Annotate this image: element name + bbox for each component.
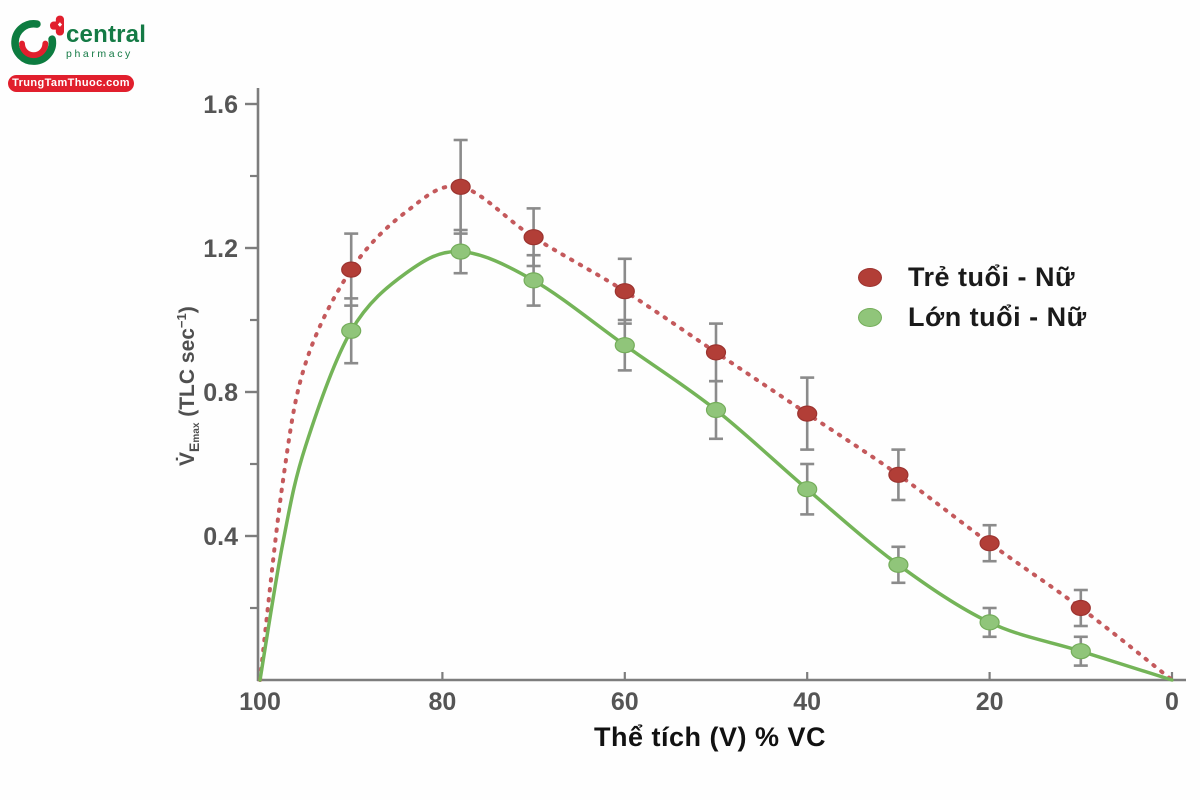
legend-label-young-women: Trẻ tuổi - Nữ (908, 262, 1076, 292)
data-point-marker (797, 481, 818, 498)
x-tick-label: 80 (428, 688, 456, 716)
y-tick-label: 1.6 (203, 91, 238, 119)
data-point-marker (888, 466, 909, 483)
older-women-curve (258, 249, 1174, 682)
x-tick-label: 20 (976, 688, 1004, 716)
data-point-marker (450, 243, 471, 260)
central-pharmacy-c-plus-icon (8, 12, 70, 71)
legend-dot-green-icon (858, 308, 882, 327)
data-point-marker (705, 344, 727, 361)
x-tick-label: 60 (611, 688, 639, 716)
legend-label-older-women: Lớn tuổi - Nữ (908, 302, 1087, 332)
y-axis-title: V̇Emax (TLC sec−1) (173, 306, 203, 466)
data-point-marker (614, 337, 635, 354)
logo-brand-text: central (66, 21, 147, 48)
data-point-marker (523, 272, 544, 289)
y-tick-label: 0.8 (203, 379, 238, 407)
data-point-marker (450, 178, 471, 195)
logo-subbrand-text: pharmacy (66, 48, 133, 60)
x-tick-label: 0 (1165, 688, 1179, 716)
data-point-marker (979, 535, 1000, 552)
legend: Trẻ tuổi - Nữ Lớn tuổi - Nữ (858, 262, 1087, 333)
data-point-marker (523, 229, 544, 246)
data-point-marker (614, 283, 635, 300)
legend-dot-red-icon (858, 268, 882, 287)
data-point-marker (888, 556, 909, 573)
central-pharmacy-logo: central pharmacy TrungTamThuoc.com (8, 12, 146, 92)
data-point-marker (797, 405, 818, 422)
x-axis-title: Thể tích (V) % VC (593, 722, 826, 752)
x-tick-label: 100 (239, 688, 281, 716)
x-tick-label: 40 (793, 688, 821, 716)
data-point-marker (979, 614, 1000, 631)
data-point-marker (341, 261, 362, 278)
y-tick-label: 0.4 (203, 523, 238, 551)
data-point-marker (341, 322, 362, 339)
legend-item-older-women: Lớn tuổi - Nữ (858, 302, 1087, 333)
y-tick-label: 1.2 (203, 235, 238, 263)
data-point-marker (705, 401, 727, 419)
legend-item-young-women: Trẻ tuổi - Nữ (858, 262, 1087, 293)
data-point-marker (1070, 599, 1091, 617)
data-point-marker (1070, 643, 1091, 660)
logo-badge-trungtamthuoc: TrungTamThuoc.com (8, 75, 134, 92)
